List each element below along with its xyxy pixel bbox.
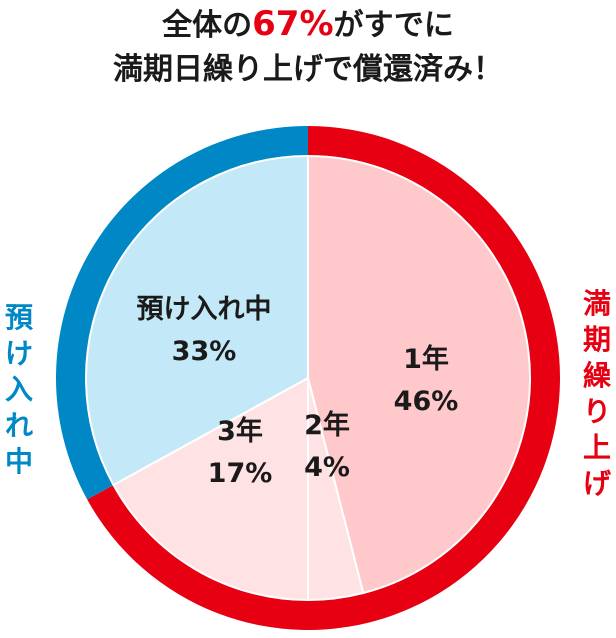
- chart-title: 全体の67%がすでに 満期日繰り上げで償還済み！: [0, 2, 616, 92]
- title-prefix: 全体の: [162, 8, 253, 43]
- pie-slice-2: [112, 376, 309, 602]
- slice-value-0: 46%: [394, 386, 459, 417]
- slice-label-2: 3年: [217, 415, 263, 447]
- slice-value-2: 17%: [208, 458, 273, 489]
- side-label-left: 預け入れ中: [4, 301, 33, 478]
- title-highlight-percent: 67%: [252, 4, 334, 44]
- slice-value-3: 33%: [172, 336, 237, 367]
- pie-slice-0: [307, 154, 531, 595]
- slice-label-0: 1年: [403, 343, 449, 375]
- slice-label-3: 預け入れ中: [137, 294, 272, 325]
- slice-value-1: 4%: [304, 452, 350, 483]
- slice-label-1: 2年: [304, 409, 350, 441]
- pie-slice-3: [85, 154, 309, 487]
- title-line-2: 満期日繰り上げで償還済み！: [113, 52, 503, 87]
- side-label-right: 満期繰り上げ: [582, 287, 611, 500]
- title-suffix: がすでに: [333, 8, 454, 43]
- title-line-1: 全体の67%がすでに: [0, 2, 616, 48]
